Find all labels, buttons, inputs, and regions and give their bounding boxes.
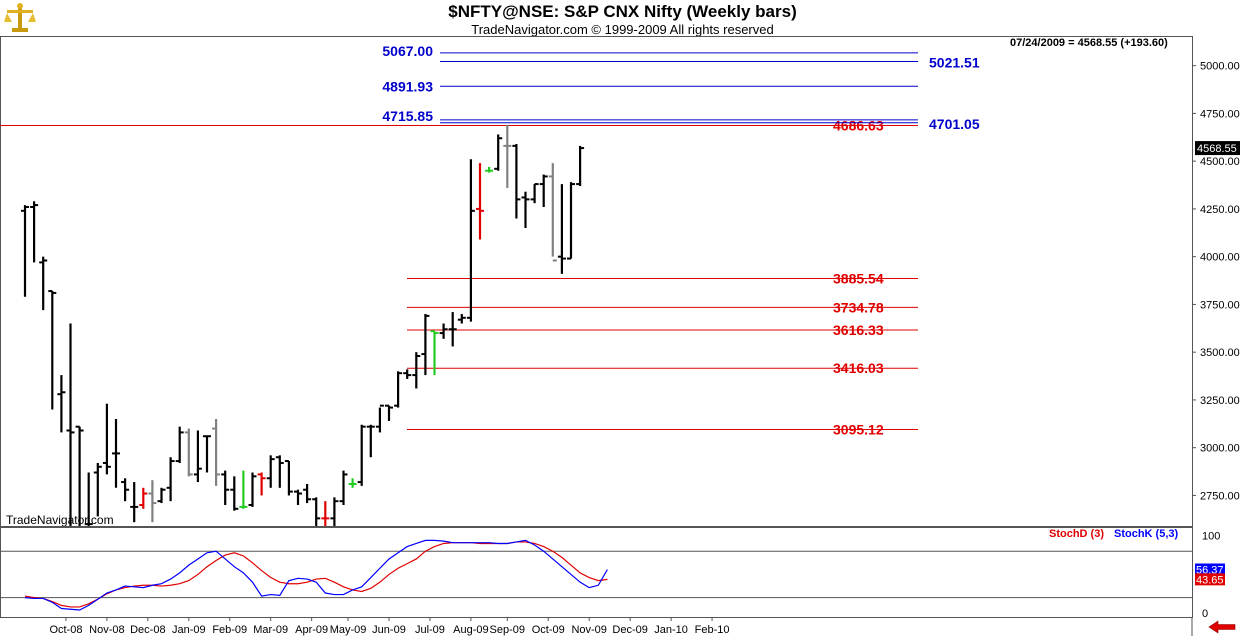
x-tick-label: Jun-09: [372, 624, 406, 636]
y-tick-label: 3000.00: [1200, 443, 1240, 455]
x-tick-label: Aug-09: [453, 624, 488, 636]
trade-navigator-logo-icon: [4, 3, 36, 32]
x-tick-label: May-09: [330, 624, 367, 636]
red-left-arrow-icon[interactable]: [1208, 620, 1236, 634]
x-tick-label: Sep-09: [490, 624, 525, 636]
last-price-label: 4568.55: [1197, 143, 1237, 155]
stoch-series-line: [24, 539, 608, 611]
level-label-blue: 5021.51: [929, 55, 980, 71]
level-label-red: 3616.33: [833, 322, 884, 338]
x-tick-label: Nov-08: [89, 624, 124, 636]
y-tick-label: 4000.00: [1200, 252, 1240, 264]
price-panel-frame: [0, 36, 1193, 527]
copyright-subtitle: TradeNavigator.com © 1999-2009 All right…: [471, 22, 774, 37]
level-label-blue: 4701.05: [929, 116, 980, 132]
y-tick-label: 4750.00: [1200, 108, 1240, 120]
level-label-red: 3734.78: [833, 299, 884, 315]
y-tick-label: 3500.00: [1200, 347, 1240, 359]
stoch-last-box: [1195, 563, 1225, 576]
x-tick-label: Dec-09: [612, 624, 647, 636]
x-tick-label: Nov-09: [571, 624, 606, 636]
level-label-red: 3885.54: [833, 271, 884, 287]
x-tick-label: Jul-09: [415, 624, 445, 636]
price-y-axis: 5000.00 4750.00 4500.00 4250.00 4000.00 3750.…: [1192, 61, 1240, 502]
level-label-red: 4686.63: [833, 118, 884, 134]
y-tick-label: 3750.00: [1200, 299, 1240, 311]
stochd-legend: StochD (3): [1049, 528, 1104, 540]
level-label-blue: 5067.00: [382, 43, 433, 59]
stoch-y-tick-label: 100: [1202, 531, 1220, 543]
stoch-y-tick-label: 0: [1202, 608, 1208, 620]
x-tick-label: Oct-09: [532, 624, 565, 636]
x-tick-label: Jan-10: [654, 624, 688, 636]
stoch-last-label: 43.65: [1196, 574, 1224, 586]
y-tick-label: 5000.00: [1200, 61, 1240, 73]
time-x-axis: Oct-08 Nov-08 Dec-08 Jan-09 Feb-09 Mar-09 Apr-…: [49, 617, 729, 636]
x-tick-label: Dec-08: [130, 624, 165, 636]
x-tick-label: Oct-08: [49, 624, 82, 636]
last-price-box: [1195, 141, 1240, 156]
stoch-panel-frame: [0, 527, 1193, 618]
y-tick-label: 4250.00: [1200, 204, 1240, 216]
x-tick-label: Apr-09: [295, 624, 328, 636]
level-label-red: 3416.03: [833, 360, 884, 376]
x-tick-label: Feb-09: [212, 624, 247, 636]
chart-title: $NFTY@NSE: S&P CNX Nifty (Weekly bars): [448, 2, 797, 21]
x-tick-label: Mar-09: [253, 624, 288, 636]
level-lines: 4686.63 3885.54 3734.78 3616.33 3416.03 3095.…: [0, 43, 980, 438]
x-tick-label: Feb-10: [695, 624, 730, 636]
stoch-last-box: [1195, 573, 1225, 586]
level-label-blue: 4891.93: [382, 78, 433, 94]
y-tick-label: 2750.00: [1200, 490, 1240, 502]
y-tick-label: 3250.00: [1200, 395, 1240, 407]
stochk-legend: StochK (5,3): [1114, 528, 1179, 540]
y-tick-label: 4500.00: [1200, 156, 1240, 168]
level-label-blue: 4715.85: [382, 108, 433, 124]
x-tick-label: Jan-09: [172, 624, 206, 636]
ohlc-bars: [21, 124, 585, 526]
level-label-red: 3095.12: [833, 422, 884, 438]
last-price-info: 07/24/2009 = 4568.55 (+193.60): [1010, 37, 1168, 49]
